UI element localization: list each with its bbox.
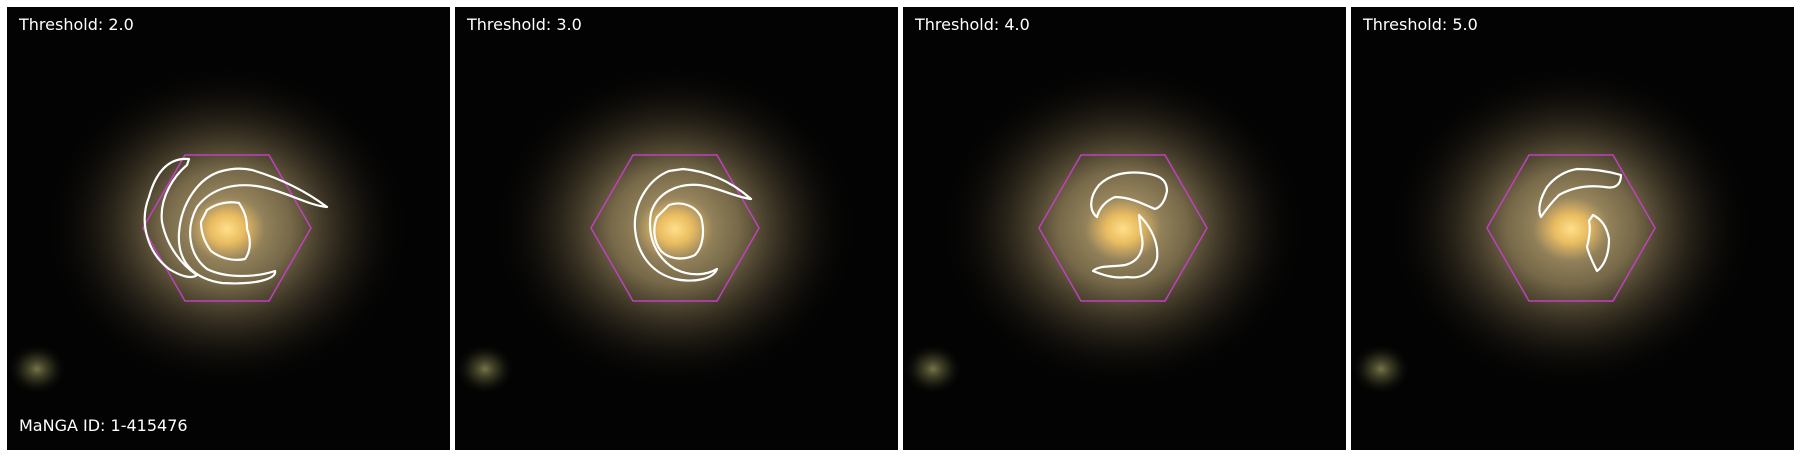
contour-spiral-arm (177, 167, 329, 285)
contour-outer-arm-left (143, 157, 199, 279)
threshold-label: Threshold: 3.0 (467, 15, 582, 34)
companion-source (1351, 343, 1411, 395)
spiral-contours (143, 157, 329, 285)
ifu-hexagon (590, 154, 760, 302)
contour-lower-arm (1091, 213, 1159, 279)
galaxy-panel-threshold-2: Threshold: 2.0 MaNGA ID: 1-415476 (7, 7, 450, 450)
companion-source (7, 343, 67, 395)
spiral-contours (1538, 167, 1623, 273)
manga-id-label: MaNGA ID: 1-415476 (19, 416, 188, 435)
galaxy-core (637, 197, 713, 261)
ifu-hexagon (1038, 154, 1208, 302)
galaxy-core (1533, 197, 1609, 261)
ifu-hexagon (142, 154, 312, 302)
galaxy-image (7, 7, 450, 450)
threshold-label: Threshold: 5.0 (1363, 15, 1478, 34)
galaxy-panel-threshold-4: Threshold: 4.0 (903, 7, 1346, 450)
galaxy-panel-threshold-5: Threshold: 5.0 (1351, 7, 1794, 450)
galaxy-image (903, 7, 1346, 450)
threshold-label: Threshold: 2.0 (19, 15, 134, 34)
galaxy-core (189, 197, 265, 261)
contour-inner-ring (653, 202, 705, 260)
contour-core-region (199, 201, 251, 261)
threshold-label: Threshold: 4.0 (915, 15, 1030, 34)
galaxy-image (1351, 7, 1794, 450)
galaxy-panel-threshold-3: Threshold: 3.0 (455, 7, 898, 450)
companion-source (455, 343, 515, 395)
contour-right-arm (1585, 213, 1611, 273)
companion-source (903, 343, 963, 395)
contour-spiral-arm (633, 167, 753, 282)
contour-upper-arm (1090, 171, 1169, 219)
spiral-contours (633, 167, 753, 282)
ifu-hexagon (1486, 154, 1656, 302)
contour-upper-arm (1538, 167, 1623, 219)
galaxy-image (455, 7, 898, 450)
spiral-contours (1090, 171, 1169, 279)
